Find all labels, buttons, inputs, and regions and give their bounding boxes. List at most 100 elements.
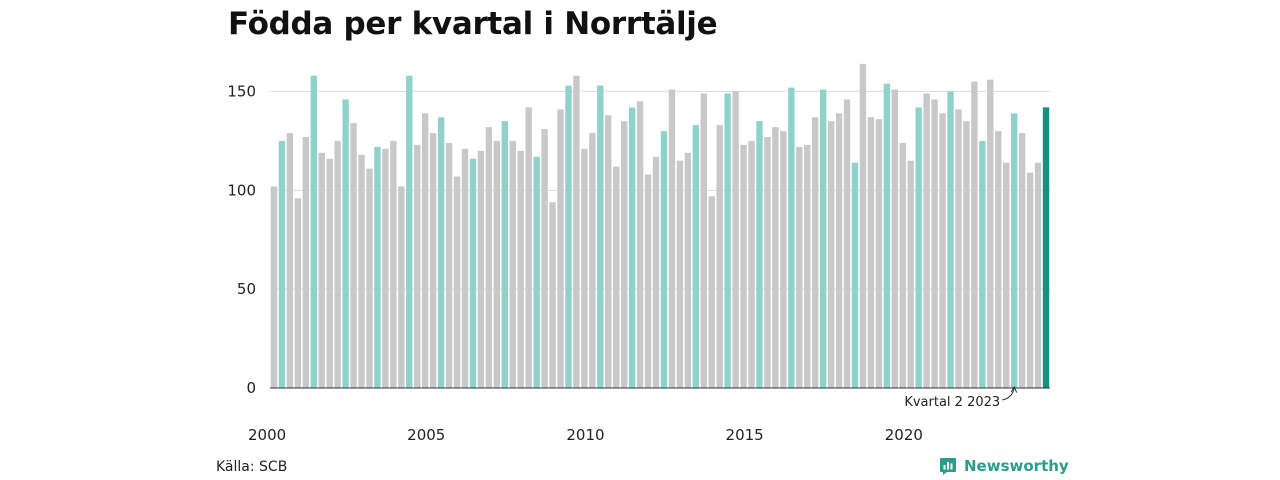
- bar: [557, 109, 564, 388]
- bar: [835, 113, 843, 388]
- bar: [724, 93, 731, 388]
- bar: [668, 89, 676, 388]
- bar: [310, 75, 317, 388]
- bar: [541, 129, 548, 389]
- bar: [366, 168, 373, 388]
- bar: [581, 148, 588, 388]
- bar: [843, 99, 851, 388]
- bar: [374, 146, 381, 388]
- bar: [565, 85, 572, 388]
- x-tick-label: 2000: [248, 426, 286, 444]
- bar: [748, 140, 755, 388]
- annotation: Kvartal 2 2023: [904, 385, 1018, 410]
- bar: [923, 93, 930, 388]
- bar: [398, 186, 405, 388]
- bar: [390, 140, 397, 388]
- bar: [955, 109, 962, 388]
- bar: [1003, 162, 1010, 388]
- annotation-arrow: [1002, 387, 1015, 401]
- x-tick-label: 2020: [885, 426, 923, 444]
- x-tick-label: 2005: [407, 426, 445, 444]
- bar: [453, 176, 461, 388]
- annotation-label: Kvartal 2 2023: [904, 395, 1000, 410]
- bar: [995, 131, 1002, 388]
- brand-name: Newsworthy: [964, 457, 1069, 475]
- y-tick-label: 150: [227, 83, 256, 101]
- bar: [660, 131, 668, 388]
- bar: [692, 125, 699, 389]
- bar: [899, 142, 906, 388]
- bar: [883, 83, 891, 388]
- bar: [1011, 113, 1018, 388]
- bar: [652, 156, 660, 388]
- x-tick-label: 2010: [566, 426, 604, 444]
- bar: [294, 198, 302, 388]
- bar: [740, 144, 747, 388]
- bar: [931, 99, 938, 388]
- bar: [350, 123, 357, 388]
- bar: [605, 115, 612, 388]
- bar: [469, 158, 477, 388]
- bars: [270, 63, 1050, 389]
- bar: [501, 121, 508, 389]
- bar: [907, 160, 914, 388]
- bar: [406, 75, 413, 388]
- bar: [286, 133, 294, 388]
- brand-logo: Newsworthy: [938, 456, 1069, 476]
- bar: [549, 202, 556, 388]
- bar: [939, 113, 946, 388]
- bar: [859, 63, 867, 388]
- bar: [708, 196, 715, 388]
- bar: [477, 150, 485, 388]
- bar: [358, 154, 365, 388]
- bar: [851, 162, 859, 388]
- bar: [334, 140, 341, 388]
- bar: [684, 152, 692, 388]
- bar: [636, 101, 644, 388]
- bar: [891, 89, 898, 388]
- bar: [804, 144, 811, 388]
- bar: [485, 127, 493, 388]
- bar: [971, 81, 978, 388]
- bar: [525, 107, 532, 388]
- bar: [509, 140, 516, 388]
- bar: [827, 121, 835, 389]
- bar: [422, 113, 429, 388]
- bar: [796, 146, 803, 388]
- bar: [1026, 172, 1034, 388]
- bar: [342, 99, 349, 388]
- bar: [326, 158, 333, 388]
- annotation-arrowhead: [1010, 385, 1018, 393]
- bar: [414, 144, 421, 388]
- source-note: Källa: SCB: [216, 459, 288, 475]
- bar: [780, 131, 787, 388]
- bar: [644, 174, 652, 388]
- bar: [788, 87, 795, 388]
- bar: [732, 91, 739, 388]
- bar: [1042, 107, 1050, 388]
- bar: [270, 186, 278, 388]
- bar: [573, 75, 580, 388]
- bar: [437, 117, 445, 389]
- bar: [628, 107, 636, 388]
- y-tick-label: 100: [227, 181, 256, 199]
- x-tick-label: 2015: [726, 426, 764, 444]
- bar: [772, 127, 779, 388]
- bar: [867, 117, 875, 389]
- bar: [382, 148, 389, 388]
- bar: [613, 166, 620, 388]
- bar: [987, 79, 994, 388]
- bar: [756, 121, 763, 389]
- bar: [278, 140, 286, 388]
- bar: [493, 140, 501, 388]
- bar: [1034, 162, 1042, 388]
- bar: [445, 142, 453, 388]
- bar: [676, 160, 684, 388]
- bar: [915, 107, 922, 388]
- bar: [533, 156, 540, 388]
- bar: [716, 125, 723, 389]
- chart-title: Födda per kvartal i Norrtälje: [228, 6, 718, 42]
- bar: [1018, 133, 1026, 388]
- newsworthy-logo-icon: [940, 458, 956, 475]
